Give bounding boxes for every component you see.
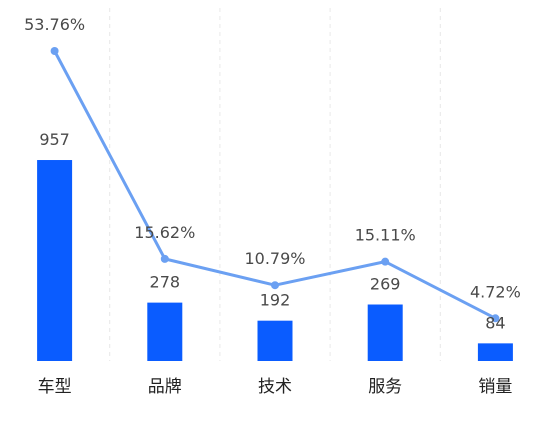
line-value-label-1: 15.62% xyxy=(134,223,195,242)
bar-value-label-1: 278 xyxy=(150,273,181,292)
bar-value-label-4: 84 xyxy=(485,313,505,332)
category-label-3: 服务 xyxy=(368,377,402,397)
line-point-4 xyxy=(491,314,500,323)
line-point-0 xyxy=(50,47,59,56)
category-label-1: 品牌 xyxy=(148,377,182,397)
bar-2 xyxy=(257,320,293,361)
bar-value-label-3: 269 xyxy=(370,275,401,294)
label-layer: 957 278 192 269 84 53.76% 15.62% 10.79% 15.11% 4.… xyxy=(24,15,521,397)
line-series xyxy=(53,50,497,320)
line-value-label-0: 53.76% xyxy=(24,15,85,34)
category-label-0: 车型 xyxy=(38,377,72,397)
grid-layer xyxy=(109,8,441,361)
line-value-label-3: 15.11% xyxy=(355,226,416,245)
bar-4 xyxy=(477,343,513,361)
line-point-2 xyxy=(271,281,279,290)
line-point-3 xyxy=(381,257,390,266)
bar-value-label-2: 192 xyxy=(260,291,291,310)
bar-1 xyxy=(147,302,183,361)
line-value-label-2: 10.79% xyxy=(244,249,305,268)
category-label-2: 技术 xyxy=(258,377,292,397)
bar-3 xyxy=(367,304,403,361)
line-point-1 xyxy=(160,254,169,263)
category-label-4: 销量 xyxy=(478,377,512,397)
bar-value-label-0: 957 xyxy=(39,130,70,149)
line-value-label-4: 4.72% xyxy=(470,282,521,301)
line-layer xyxy=(50,47,500,323)
bar-0 xyxy=(37,160,73,361)
bar-layer xyxy=(37,160,513,361)
